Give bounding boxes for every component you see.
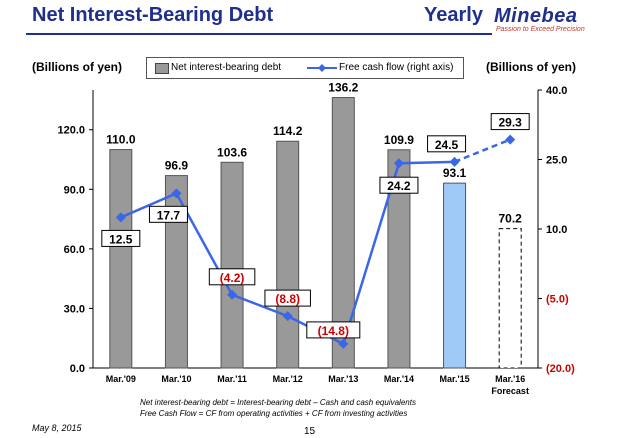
category-label: Mar.'09 [106,374,136,384]
legend-bar-swatch [155,63,169,74]
title-underline [26,33,492,35]
legend-line-swatch [307,64,337,72]
fcf-label-box [306,321,361,339]
debt-bar [331,97,355,369]
debt-bar [387,149,411,369]
fcf-label-box [101,229,141,247]
left-axis-unit: (Billions of yen) [32,60,122,74]
fcf-value-label: (4.2) [220,271,245,285]
fcf-label-box [427,135,467,153]
fcf-label-box [264,289,311,307]
left-tick-label: 0.0 [70,363,85,375]
right-tick-label: 40.0 [546,85,567,97]
debt-bar [276,140,300,369]
right-tick-label: (20.0) [546,363,575,375]
debt-bar-value-label: 70.2 [499,212,523,226]
debt-bar [220,161,244,369]
chart-legend: Net interest-bearing debt Free cash flow… [146,57,464,79]
fcf-point [227,289,238,300]
footnote: Net interest-bearing debt = Interest-bea… [140,397,416,419]
footnote-line-1: Net interest-bearing debt = Interest-bea… [140,398,416,407]
category-label: Mar.'12 [273,374,303,384]
legend-label-debt: Net interest-bearing debt [171,62,282,73]
right-tick-label: (5.0) [546,294,569,306]
category-label: Mar.'13 [328,374,358,384]
fcf-point [115,212,126,223]
fcf-point [282,311,293,322]
fcf-point [171,188,182,199]
debt-bar [109,149,133,369]
category-sublabel: Forecast [491,386,529,396]
fcf-value-label: (14.8) [318,324,349,338]
debt-bar [164,175,188,369]
fcf-point [393,158,404,169]
category-label: Mar.'16 [495,374,525,384]
page-title: Net Interest-Bearing Debt [32,4,274,26]
debt-bar-value-label: 109.9 [384,133,414,147]
fcf-label-box [208,268,256,286]
legend-label-fcf: Free cash flow (right axis) [339,62,454,73]
category-label: Mar.'11 [217,374,247,384]
debt-bar-value-label: 103.6 [217,145,247,159]
category-label: Mar.'15 [439,374,469,384]
right-tick-label: 10.0 [546,224,567,236]
fcf-value-label: 24.5 [435,138,459,152]
left-tick-label: 60.0 [64,244,85,256]
fcf-point [449,156,460,167]
debt-bar [443,182,467,369]
debt-bar [498,228,522,369]
category-label: Mar.'10 [161,374,191,384]
debt-bar-value-label: 96.9 [165,159,189,173]
fcf-point [338,338,349,349]
fcf-value-label: (8.8) [275,292,300,306]
debt-bar-value-label: 114.2 [273,124,303,138]
fcf-value-label: 29.3 [499,116,523,130]
left-tick-label: 120.0 [57,125,85,137]
fcf-label-box [490,113,530,131]
category-label: Mar.'14 [384,374,414,384]
footnote-line-2: Free Cash Flow = CF from operating activ… [140,409,408,418]
period-label: Yearly [424,4,483,26]
brand-tagline: Passion to Exceed Precision [496,26,585,33]
right-axis-unit: (Billions of yen) [486,60,576,74]
brand-logo: Minebea [494,5,578,27]
debt-bar-value-label: 110.0 [106,133,136,147]
fcf-point [505,134,516,145]
page-number: 15 [304,426,316,437]
fcf-label-box [379,176,419,194]
left-tick-label: 30.0 [64,303,85,315]
debt-bar-value-label: 93.1 [443,166,467,180]
fcf-label-box [148,205,188,223]
left-tick-label: 90.0 [64,184,85,196]
slide-header: Net Interest-Bearing Debt Yearly Minebea… [0,0,621,40]
fcf-value-label: 24.2 [387,179,411,193]
fcf-value-label: 17.7 [157,208,181,222]
right-tick-label: 25.0 [546,155,567,167]
fcf-value-label: 12.5 [109,232,133,246]
report-date: May 8, 2015 [32,423,82,433]
debt-bar-value-label: 136.2 [328,81,358,95]
